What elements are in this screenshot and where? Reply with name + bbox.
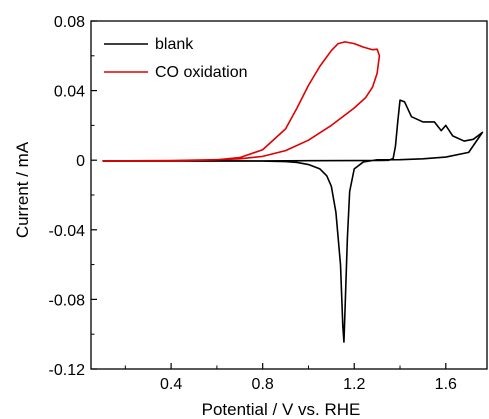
y-tick-label: 0 bbox=[76, 153, 85, 170]
y-axis-label: Current / mA bbox=[13, 141, 32, 238]
x-tick-label: 0.8 bbox=[252, 376, 274, 393]
plot-frame bbox=[90, 20, 488, 370]
y-tick-label: 0.08 bbox=[54, 14, 85, 31]
y-tick-label: 0.04 bbox=[54, 84, 85, 101]
legend-label-co-oxidation: CO oxidation bbox=[155, 64, 248, 81]
x-tick-label: 0.4 bbox=[160, 376, 182, 393]
legend: blank CO oxidation bbox=[104, 36, 248, 81]
series-line-blank bbox=[102, 99, 484, 343]
x-axis-label: Potential / V vs. RHE bbox=[202, 400, 361, 419]
series-line-co-oxidation bbox=[102, 41, 381, 162]
x-tick-label: 1.6 bbox=[435, 376, 457, 393]
series-layer bbox=[102, 41, 484, 343]
x-tick-label: 1.2 bbox=[343, 376, 365, 393]
legend-label-blank: blank bbox=[155, 36, 194, 53]
y-tick-label: -0.08 bbox=[49, 292, 86, 309]
y-tick-label: -0.04 bbox=[49, 223, 86, 240]
ticks-layer: 0.4 0.8 1.2 1.6 -0.12 -0.08 -0.04 0 0.04 0.08 bbox=[49, 14, 457, 393]
y-tick-label: -0.12 bbox=[49, 362, 86, 379]
